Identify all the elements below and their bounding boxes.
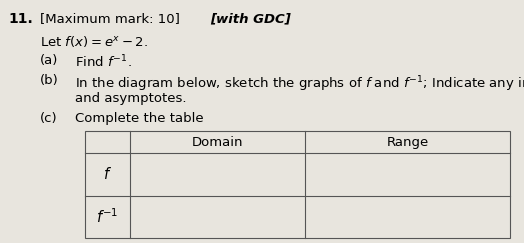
Text: and asymptotes.: and asymptotes. <box>75 92 187 105</box>
Bar <box>85 131 510 238</box>
Text: (a): (a) <box>40 54 58 67</box>
Text: In the diagram below, sketch the graphs of $f$ and $f^{-1}$; Indicate any interc: In the diagram below, sketch the graphs … <box>75 74 524 94</box>
Text: Let $f(x) = e^x - 2$.: Let $f(x) = e^x - 2$. <box>40 34 148 49</box>
Text: [Maximum mark: 10]: [Maximum mark: 10] <box>40 12 180 25</box>
Text: Range: Range <box>386 136 429 148</box>
Text: (c): (c) <box>40 112 58 125</box>
Text: (b): (b) <box>40 74 59 87</box>
Text: Find $f^{-1}$.: Find $f^{-1}$. <box>75 54 132 71</box>
Text: $f$: $f$ <box>103 166 112 182</box>
Text: $f^{-1}$: $f^{-1}$ <box>96 207 119 226</box>
Text: [with GDC]: [with GDC] <box>210 12 291 25</box>
Text: Complete the table: Complete the table <box>75 112 204 125</box>
Text: Domain: Domain <box>192 136 243 148</box>
Text: 11.: 11. <box>8 12 32 26</box>
